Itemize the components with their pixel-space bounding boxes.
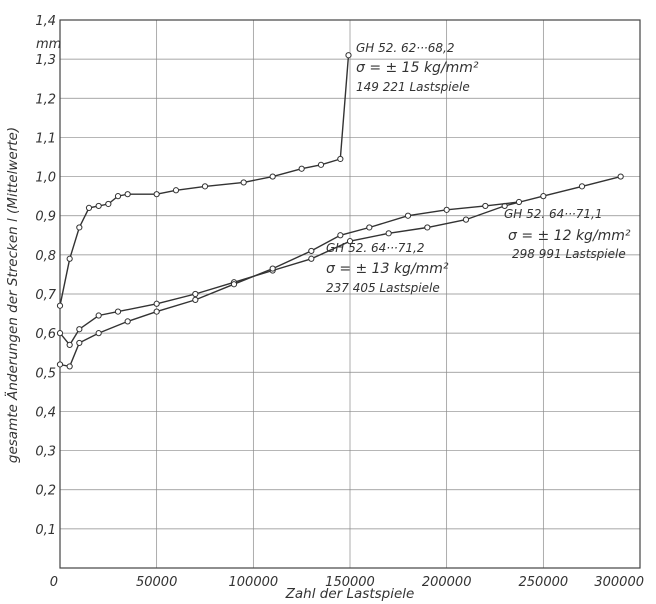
y-tick-label: 1,4 bbox=[35, 14, 56, 29]
data-point bbox=[482, 202, 489, 210]
data-point bbox=[345, 52, 352, 59]
data-point bbox=[337, 155, 344, 163]
annotation-series-1-stress: σ = ± 15 kg/mm² bbox=[356, 60, 479, 76]
data-point bbox=[66, 341, 73, 348]
data-point bbox=[153, 308, 160, 315]
data-point bbox=[192, 296, 199, 303]
x-axis-title: Zahl der Lastspiele bbox=[285, 586, 415, 602]
annotation-series-1: GH 52. 62···68,2 σ = ± 15 kg/mm² 149 221… bbox=[356, 41, 479, 94]
x-tick-label: 150000 bbox=[325, 575, 375, 590]
data-point bbox=[540, 193, 547, 200]
annotation-series-3-cycles: 237 405 Lastspiele bbox=[326, 281, 440, 295]
data-point bbox=[124, 191, 131, 198]
data-point bbox=[201, 183, 209, 190]
data-point bbox=[114, 193, 122, 200]
series-3 bbox=[56, 198, 523, 370]
annotation-series-3: GH 52. 64···71,2 σ = ± 13 kg/mm² 237 405… bbox=[326, 241, 449, 295]
data-point bbox=[56, 361, 64, 368]
data-point bbox=[298, 165, 305, 172]
data-point bbox=[308, 247, 315, 255]
series-line-3 bbox=[59, 201, 520, 368]
y-tick-label: 0,6 bbox=[35, 327, 56, 342]
plot-frame bbox=[59, 19, 641, 569]
y-unit-label: mm bbox=[36, 37, 61, 52]
series bbox=[56, 52, 624, 370]
annotation-series-2: GH 52. 64···71,1 σ = ± 12 kg/mm² 298 991… bbox=[504, 207, 631, 261]
data-point bbox=[105, 200, 112, 208]
y-tick-label: 0,3 bbox=[35, 445, 56, 460]
y-tick-label: 0,9 bbox=[35, 210, 56, 225]
data-point bbox=[515, 198, 523, 206]
data-point bbox=[617, 173, 624, 180]
y-tick-label: 0,7 bbox=[35, 288, 56, 303]
data-point bbox=[95, 202, 102, 210]
annotation-series-1-cycles: 149 221 Lastspiele bbox=[356, 80, 470, 94]
data-point bbox=[124, 318, 131, 325]
annotation-series-2-stress: σ = ± 12 kg/mm² bbox=[508, 228, 631, 244]
y-tick-label: 1,3 bbox=[35, 53, 56, 68]
data-point bbox=[462, 216, 470, 223]
data-point bbox=[404, 212, 412, 219]
data-point bbox=[337, 232, 344, 239]
data-point bbox=[269, 173, 276, 180]
annotation-series-2-name: GH 52. 64···71,1 bbox=[504, 207, 602, 221]
series-line-1 bbox=[59, 55, 350, 306]
series-2 bbox=[56, 173, 624, 348]
x-tick-labels: 0 50000 100000 150000 200000 250000 300000 bbox=[50, 575, 644, 590]
data-point bbox=[95, 312, 102, 319]
data-point bbox=[172, 187, 180, 194]
data-point bbox=[66, 255, 73, 262]
y-tick-label: 0,8 bbox=[35, 249, 56, 264]
x-tick-label: 250000 bbox=[519, 575, 569, 590]
annotation-series-2-cycles: 298 991 Lastspiele bbox=[512, 247, 626, 261]
data-point bbox=[192, 290, 199, 298]
data-point bbox=[269, 265, 276, 272]
data-point bbox=[308, 255, 315, 262]
y-tick-label: 1,1 bbox=[35, 131, 56, 146]
x-tick-label: 50000 bbox=[136, 575, 177, 590]
y-tick-label: 0,4 bbox=[35, 405, 56, 420]
y-tick-labels: 0,1 0,2 0,3 0,4 0,5 0,6 0,7 0,8 0,9 1,0 1,1 1,2 1,3 1… bbox=[35, 14, 56, 538]
y-tick-label: 0,1 bbox=[35, 523, 56, 538]
data-point bbox=[95, 330, 102, 337]
data-point bbox=[114, 308, 122, 315]
data-point bbox=[424, 224, 431, 231]
annotation-series-3-stress: σ = ± 13 kg/mm² bbox=[326, 261, 449, 277]
y-tick-label: 0,5 bbox=[35, 366, 56, 381]
data-point bbox=[240, 179, 247, 186]
y-axis-title: gesamte Änderungen der Strecken l (Mitte… bbox=[3, 127, 21, 463]
data-point bbox=[153, 191, 160, 198]
data-point bbox=[317, 161, 325, 168]
data-point bbox=[76, 224, 83, 231]
x-tick-label: 100000 bbox=[229, 575, 279, 590]
annotation-series-3-name: GH 52. 64···71,2 bbox=[326, 241, 424, 255]
y-tick-label: 0,2 bbox=[35, 484, 56, 499]
series-1 bbox=[56, 52, 352, 309]
annotation-series-1-name: GH 52. 62···68,2 bbox=[356, 41, 454, 55]
x-tick-label: 300000 bbox=[594, 575, 644, 590]
data-point bbox=[385, 230, 392, 237]
data-point bbox=[76, 326, 83, 333]
grid bbox=[60, 20, 640, 568]
x-tick-label: 200000 bbox=[422, 575, 472, 590]
x-tick-label: 0 bbox=[50, 575, 58, 590]
data-point bbox=[66, 363, 73, 370]
y-tick-label: 1,2 bbox=[35, 92, 56, 107]
series-line-2 bbox=[59, 175, 621, 347]
data-point bbox=[578, 183, 586, 190]
data-point bbox=[56, 302, 64, 309]
data-point bbox=[85, 204, 93, 211]
data-point bbox=[366, 224, 373, 231]
data-point bbox=[56, 330, 64, 337]
y-tick-label: 1,0 bbox=[35, 171, 56, 186]
data-point bbox=[230, 281, 238, 288]
data-point bbox=[346, 238, 354, 245]
data-point bbox=[443, 206, 450, 213]
data-point bbox=[76, 339, 83, 347]
data-point bbox=[153, 300, 160, 307]
